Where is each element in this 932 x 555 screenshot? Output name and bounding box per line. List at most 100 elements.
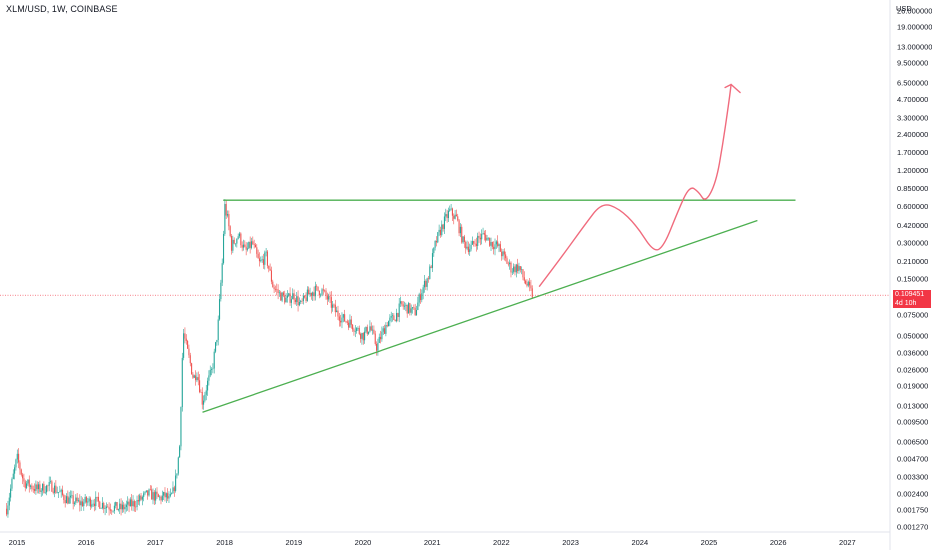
candle-body bbox=[324, 290, 326, 292]
candle-body bbox=[434, 240, 436, 248]
time-axis[interactable]: 2015 2016 2017 2018 2019 2020 2021 2022 2023 2024… bbox=[9, 538, 856, 547]
candle-body bbox=[107, 506, 109, 508]
candle-body bbox=[313, 292, 315, 297]
time-tick-label: 2026 bbox=[770, 538, 787, 547]
candle-body bbox=[345, 321, 347, 322]
candle-body bbox=[478, 235, 480, 238]
candle-body bbox=[249, 241, 251, 248]
candle-body bbox=[103, 503, 105, 509]
candle-body bbox=[159, 496, 161, 498]
candle-body bbox=[8, 497, 10, 506]
candle-body bbox=[101, 503, 103, 509]
candle-body bbox=[325, 290, 327, 297]
candle-body bbox=[318, 290, 320, 296]
candle-body bbox=[27, 479, 29, 484]
candle-body bbox=[521, 269, 523, 270]
candle-body bbox=[23, 478, 25, 482]
candle-body bbox=[257, 253, 259, 259]
candle-body bbox=[489, 237, 491, 246]
candle-body bbox=[128, 501, 130, 507]
candle-body bbox=[244, 244, 246, 247]
candle-body bbox=[509, 262, 511, 265]
currency-label: USD bbox=[896, 4, 912, 13]
candle-body bbox=[281, 292, 283, 301]
candle-body bbox=[121, 504, 123, 510]
price-tick-label: 0.001750 bbox=[897, 506, 928, 515]
price-tick-label: 0.019000 bbox=[897, 382, 928, 391]
candle-body bbox=[143, 493, 145, 497]
candle-body bbox=[92, 503, 94, 505]
candle-body bbox=[426, 278, 428, 287]
candle-body bbox=[16, 453, 18, 460]
price-tick-label: 0.036000 bbox=[897, 349, 928, 358]
candle-body bbox=[353, 329, 355, 332]
candle-body bbox=[358, 327, 360, 334]
candle-body bbox=[433, 247, 435, 254]
candle-body bbox=[330, 297, 332, 308]
candle-body bbox=[113, 505, 115, 511]
candle-body bbox=[506, 258, 508, 264]
candle-body bbox=[321, 289, 323, 295]
candle-body bbox=[153, 492, 155, 501]
candle-body bbox=[208, 375, 210, 381]
drawing-layer[interactable] bbox=[202, 83, 796, 413]
time-tick-label: 2022 bbox=[493, 538, 510, 547]
candle-body bbox=[389, 317, 391, 322]
candle-body bbox=[117, 509, 119, 511]
candle-body bbox=[173, 487, 175, 491]
projection-arrowhead bbox=[724, 83, 741, 94]
candle-body bbox=[220, 282, 222, 300]
candle-body bbox=[422, 287, 424, 294]
price-tick-label: 0.006500 bbox=[897, 438, 928, 447]
candle-body bbox=[415, 310, 418, 316]
bar-countdown: 4d 10h bbox=[895, 299, 917, 307]
candle-body bbox=[479, 237, 481, 240]
candle-body bbox=[493, 246, 495, 250]
candle-body bbox=[466, 246, 468, 249]
candle-body bbox=[226, 214, 229, 216]
candle-body bbox=[384, 328, 386, 334]
candle-body bbox=[129, 499, 131, 507]
candle-body bbox=[252, 241, 254, 244]
candle-body bbox=[401, 301, 403, 305]
candle-body bbox=[301, 300, 303, 302]
candle-body bbox=[40, 490, 42, 492]
candle-body bbox=[34, 489, 36, 491]
candle-body bbox=[264, 252, 266, 265]
candle-body bbox=[285, 297, 287, 303]
candle-body bbox=[390, 315, 392, 318]
candle-body bbox=[502, 251, 504, 257]
time-tick-label: 2020 bbox=[355, 538, 372, 547]
candle-body bbox=[305, 297, 307, 301]
candle-body bbox=[294, 299, 296, 303]
candle-body bbox=[49, 481, 52, 483]
candle-body bbox=[449, 209, 451, 211]
time-tick-label: 2027 bbox=[839, 538, 856, 547]
candle-body bbox=[403, 305, 406, 307]
candle-body bbox=[85, 497, 88, 503]
candle-body bbox=[473, 241, 475, 244]
candle-body bbox=[361, 332, 363, 339]
candle-body bbox=[482, 233, 484, 234]
candle-body bbox=[463, 236, 465, 242]
candle-body bbox=[293, 293, 295, 300]
candle-body bbox=[334, 304, 336, 313]
price-axis[interactable]: 26.000000 19.000000 13.000000 9.500000 6.500… bbox=[897, 6, 932, 531]
candle-body bbox=[507, 263, 509, 265]
candle-body bbox=[199, 380, 201, 393]
candle-body bbox=[63, 494, 65, 500]
trendline-support bbox=[202, 219, 758, 413]
candle-body bbox=[454, 214, 456, 219]
candle-body bbox=[511, 271, 513, 273]
candle-body bbox=[195, 375, 197, 381]
candle-body bbox=[477, 235, 479, 246]
candle-body bbox=[261, 259, 263, 261]
candle-body bbox=[519, 266, 521, 270]
time-tick-label: 2023 bbox=[562, 538, 579, 547]
candle-body bbox=[442, 224, 444, 229]
candle-body bbox=[187, 340, 189, 349]
candle-body bbox=[55, 485, 57, 493]
candle-body bbox=[344, 314, 346, 322]
